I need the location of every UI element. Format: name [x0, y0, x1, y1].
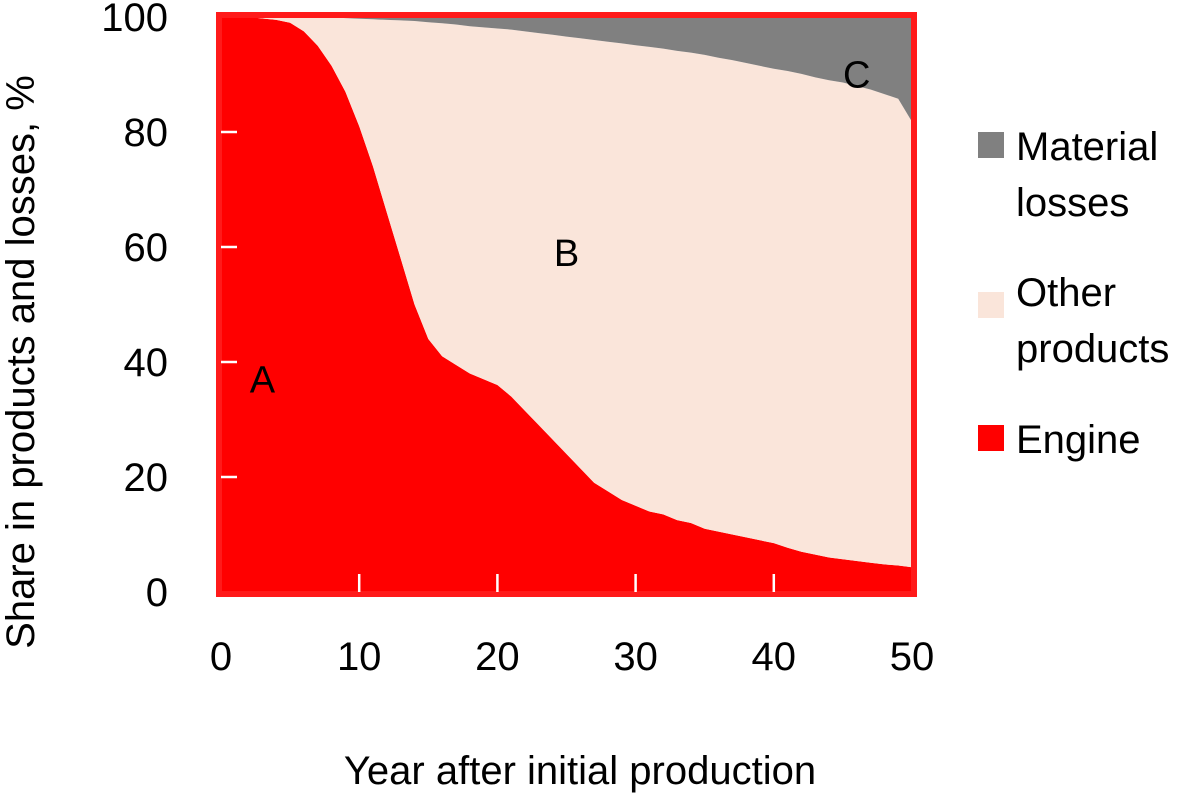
stacked-areas	[221, 17, 912, 592]
area-engine	[221, 17, 912, 592]
legend-item-engine: Engine	[978, 418, 1141, 462]
y-tick-label: 20	[124, 456, 169, 500]
legend-label: Material losses	[1016, 125, 1158, 225]
y-tick-label: 100	[101, 0, 168, 40]
area-other-products	[221, 17, 912, 568]
x-tick-label: 30	[613, 635, 658, 679]
x-tick-label: 50	[890, 635, 935, 679]
legend: Material losses Other products Engine	[978, 125, 1169, 462]
y-tick-label: 80	[124, 111, 169, 155]
x-tick-label: 10	[337, 635, 382, 679]
legend-swatch	[978, 425, 1004, 451]
region-label-c: C	[843, 55, 870, 97]
plot-frame	[216, 12, 917, 597]
y-axis-title: Share in products and losses, %	[0, 75, 43, 649]
legend-swatch	[978, 132, 1004, 158]
x-tick-label: 20	[475, 635, 520, 679]
legend-item-material-losses: Material losses	[978, 125, 1158, 225]
legend-label: Engine	[1016, 418, 1141, 462]
legend-item-other-products: Other products	[978, 271, 1169, 371]
x-tick-label: 40	[752, 635, 797, 679]
y-tick-label: 60	[124, 226, 169, 270]
legend-swatch	[978, 292, 1004, 318]
x-tick-label: 0	[210, 635, 232, 679]
x-axis-title: Year after initial production	[344, 749, 816, 793]
area-material-losses	[221, 17, 912, 122]
region-label-b: B	[554, 233, 579, 275]
y-tick-label: 40	[124, 341, 169, 385]
region-label-a: A	[250, 359, 276, 401]
y-axis-ticks: 0 20 40 60 80 100	[101, 0, 237, 615]
x-axis-ticks: 0 10 20 30 40 50	[210, 574, 934, 679]
y-tick-label: 0	[146, 571, 168, 615]
region-labels: A B C	[250, 55, 871, 402]
legend-label: Other products	[1016, 271, 1169, 371]
